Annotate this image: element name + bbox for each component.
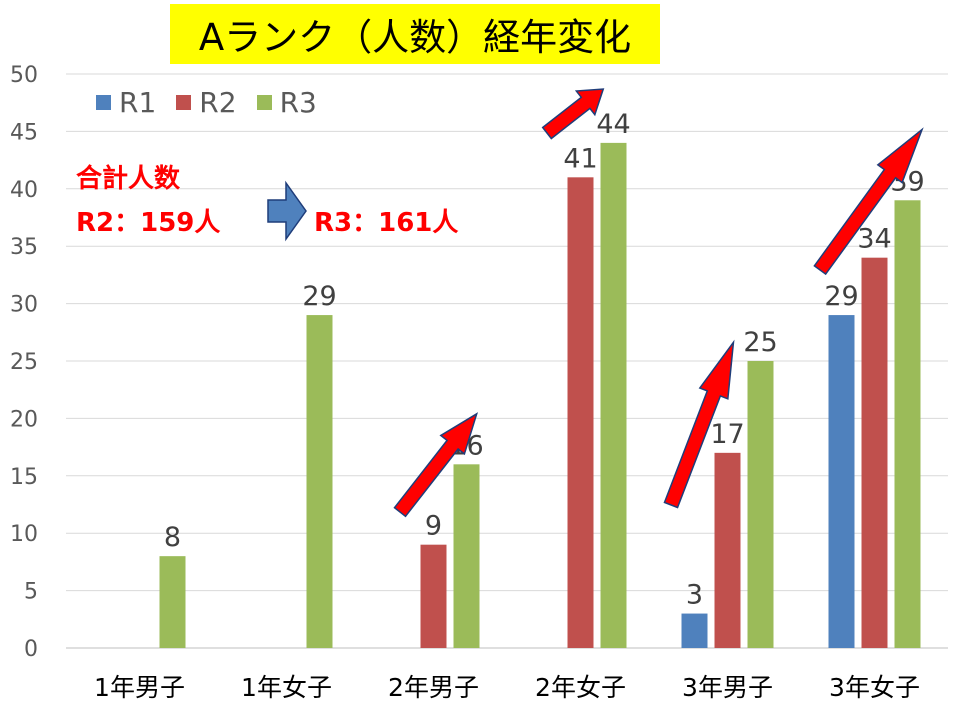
y-tick-label: 50 [10, 63, 38, 88]
bar-r2 [420, 544, 447, 648]
y-tick-label: 25 [10, 350, 38, 375]
bar-r3 [306, 315, 333, 648]
bar-r1 [828, 315, 855, 648]
x-tick-label: 1年女子 [241, 673, 332, 702]
y-tick-label: 0 [24, 637, 38, 662]
bar-r3 [453, 464, 480, 648]
data-label: 29 [824, 281, 858, 312]
bar-r2 [714, 452, 741, 648]
x-axis-ticks: 1年男子 1年女子 2年男子 2年女子 3年男子 3年女子 [94, 673, 920, 702]
legend-label-r3: R3 [279, 86, 317, 119]
x-tick-label: 2年男子 [388, 673, 479, 702]
x-tick-label: 3年男子 [682, 673, 773, 702]
total-note-r2: R2：159人 [76, 208, 221, 238]
bar-r3 [894, 200, 921, 648]
y-tick-label: 30 [10, 293, 38, 318]
bar-r3 [747, 361, 774, 648]
bar-r2 [861, 257, 888, 648]
legend-swatch-r1 [96, 95, 111, 110]
data-label: 17 [710, 419, 744, 450]
right-block-arrow-icon [267, 180, 307, 242]
total-note-heading: 合計人数 [76, 164, 181, 194]
legend-label-r2: R2 [199, 86, 237, 119]
legend-swatch-r3 [256, 95, 272, 110]
x-tick-label: 3年女子 [829, 673, 920, 702]
y-tick-label: 40 [10, 178, 38, 203]
bars [159, 142, 921, 648]
data-label: 41 [563, 143, 597, 174]
bar-r1 [681, 613, 708, 648]
data-label: 8 [164, 522, 181, 553]
trend-arrows [388, 77, 934, 521]
data-label: 3 [686, 580, 703, 611]
data-label: 44 [596, 109, 630, 140]
bar-r3 [600, 142, 627, 648]
y-tick-label: 15 [10, 465, 38, 490]
data-label: 34 [857, 224, 891, 255]
legend-label-r1: R1 [119, 86, 157, 119]
y-tick-label: 5 [24, 580, 38, 605]
x-tick-label: 2年女子 [535, 673, 626, 702]
legend-item-r2: R2 [176, 86, 237, 119]
gridlines [66, 73, 948, 649]
x-tick-label: 1年男子 [94, 673, 185, 702]
trend-arrow-icon [388, 405, 488, 522]
y-tick-label: 20 [10, 407, 38, 432]
y-axis-ticks: 0 5 10 15 20 25 30 35 40 45 50 [10, 63, 38, 662]
bar-r3 [159, 556, 186, 648]
legend-item-r1: R1 [96, 86, 156, 119]
legend: R1 R2 R3 [96, 86, 337, 119]
y-tick-label: 10 [10, 522, 38, 547]
y-tick-label: 45 [10, 120, 38, 145]
legend-item-r3: R3 [256, 86, 317, 119]
trend-arrow-icon [538, 77, 613, 145]
legend-swatch-r2 [176, 95, 192, 110]
data-label: 29 [302, 281, 336, 312]
trend-arrow-icon [808, 121, 934, 279]
y-tick-label: 35 [10, 235, 38, 260]
title-banner: Aランク（人数）経年変化 [170, 4, 660, 64]
trend-arrow-icon [657, 337, 747, 510]
total-note-r3: R3：161人 [314, 208, 459, 238]
chart-title: Aランク（人数）経年変化 [198, 16, 632, 59]
data-label: 9 [425, 511, 442, 542]
data-labels: 829916414431725293439 [164, 109, 925, 611]
data-label: 25 [743, 327, 777, 358]
bar-r2 [567, 177, 594, 648]
